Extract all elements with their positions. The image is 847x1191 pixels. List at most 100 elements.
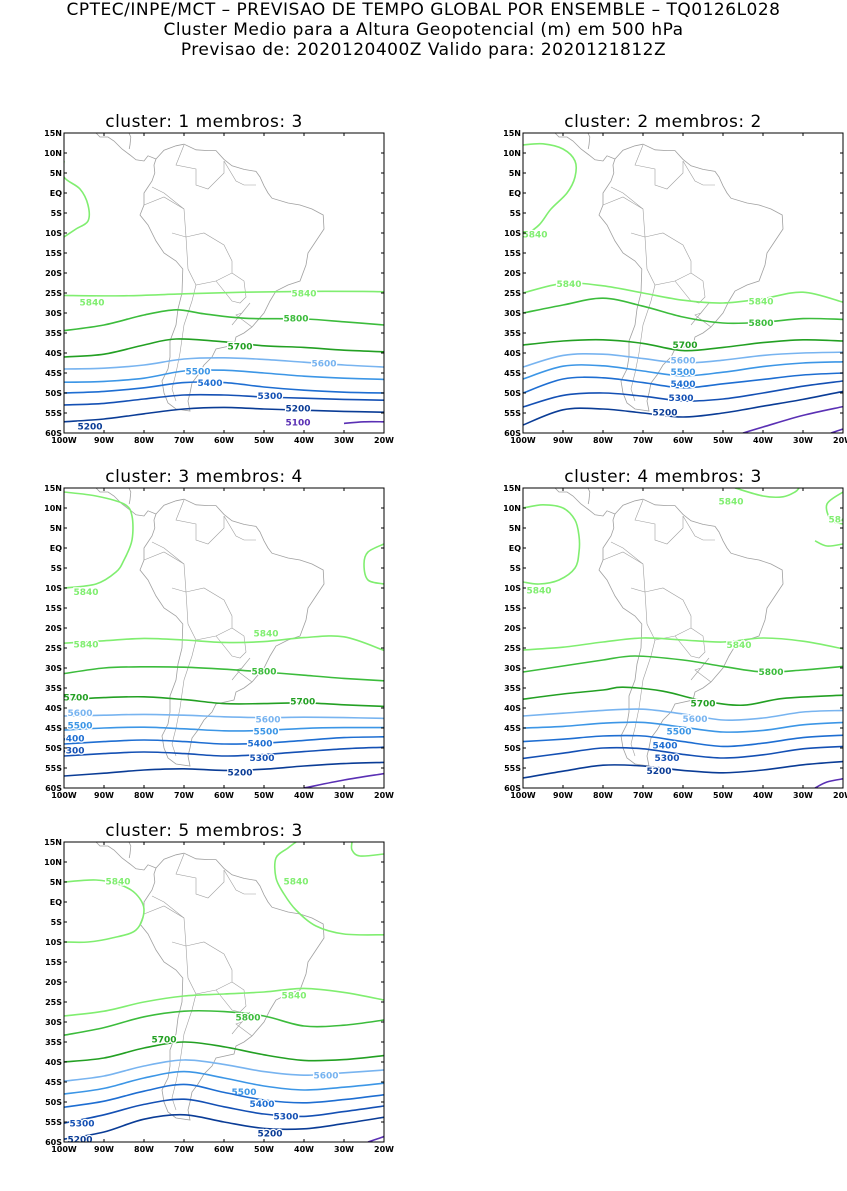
lat-tick-label: 5S (51, 209, 63, 218)
lat-tick-label: 15S (45, 604, 62, 613)
lon-tick-label: 60W (214, 791, 234, 800)
panel-title: cluster: 2 membros: 2 (564, 112, 762, 132)
lon-tick-label: 40W (753, 436, 773, 445)
coastline-central-america (571, 133, 591, 150)
contour-5840 (734, 488, 800, 499)
contour-5200 (523, 760, 843, 779)
lat-tick-label: 15N (503, 129, 521, 138)
contour-5800 (523, 297, 843, 325)
lon-tick-label: 70W (174, 791, 194, 800)
lon-tick-label: 30W (334, 1145, 354, 1154)
country-border (215, 981, 247, 1013)
header-dates: Previsao de: 2020120400Z Valido para: 20… (180, 40, 667, 60)
contour-label-5500: 5500 (231, 1088, 256, 1098)
contour-label-5500: 5500 (185, 368, 210, 378)
country-border (674, 272, 706, 304)
lat-tick-label: EQ (509, 544, 521, 553)
contour-map-1: 5840584058005700560055005400530052005200… (44, 129, 394, 445)
country-border (674, 627, 706, 659)
contour-label-5500: 5500 (670, 368, 695, 378)
lon-tick-label: 50W (713, 436, 733, 445)
contour-label-5300: 5300 (59, 747, 84, 757)
contour-5100 (814, 778, 843, 788)
lon-tick-label: 30W (334, 436, 354, 445)
contour-5800 (64, 665, 384, 682)
lon-tick-label: 70W (174, 436, 194, 445)
contour-5840 (64, 290, 384, 297)
map-frame (63, 132, 385, 434)
cluster-panel-4: cluster: 4 membros: 3 584058405840584058… (503, 467, 847, 837)
contour-5840 (523, 282, 843, 304)
lat-tick-label: 10S (45, 229, 62, 238)
lat-tick-label: EQ (50, 189, 62, 198)
lat-tick-label: 10S (504, 584, 521, 593)
lat-tick-label: 40S (45, 349, 62, 358)
lon-tick-label: 70W (174, 1145, 194, 1154)
contour-label-5840: 5840 (718, 497, 743, 507)
country-border (175, 853, 225, 899)
contour-label-5840: 5840 (526, 587, 551, 597)
contour-5400 (523, 372, 843, 394)
contour-label-5600: 5600 (255, 716, 280, 726)
contour-label-5700: 5700 (227, 343, 252, 353)
contour-5400 (64, 381, 384, 394)
lat-tick-label: 15S (45, 249, 62, 258)
contour-label-5400: 5400 (652, 741, 677, 751)
contour-5500 (64, 369, 384, 383)
contour-5500 (64, 1070, 384, 1095)
header-subtitle: Cluster Medio para a Altura Geopotencial… (163, 20, 684, 40)
lon-tick-label: 50W (254, 1145, 274, 1154)
contour-label-5800: 5800 (251, 668, 276, 678)
coastline-south-america (598, 498, 784, 767)
contour-label-5300: 5300 (249, 754, 274, 764)
contour-5600 (523, 708, 843, 721)
lat-tick-label: 35S (45, 684, 62, 693)
contour-label-5600: 5600 (311, 360, 336, 370)
country-border (175, 144, 225, 190)
lon-tick-label: 100W (510, 791, 536, 800)
lat-tick-label: 25S (45, 644, 62, 653)
coastline-central-america (571, 488, 591, 505)
country-border (682, 160, 715, 186)
lon-tick-label: 20W (833, 791, 847, 800)
contour-5400 (523, 734, 843, 748)
map-frame (63, 487, 385, 789)
lat-tick-label: 20S (45, 624, 62, 633)
lat-tick-label: 15S (504, 249, 521, 258)
contour-5700 (64, 1041, 384, 1063)
lat-tick-label: 5N (50, 169, 62, 178)
lon-tick-label: 50W (254, 436, 274, 445)
contour-label-5840: 5840 (726, 641, 751, 651)
lat-tick-label: 40S (504, 704, 521, 713)
contour-5840 (523, 637, 843, 651)
lon-tick-label: 30W (793, 436, 813, 445)
country-border (690, 302, 712, 328)
lon-tick-label: 30W (334, 791, 354, 800)
lat-tick-label: 45S (504, 724, 521, 733)
lon-tick-label: 100W (510, 436, 536, 445)
contour-5300 (64, 1098, 384, 1124)
country-border (231, 302, 253, 328)
country-border (610, 541, 646, 593)
contour-label-5200: 5200 (652, 408, 677, 418)
contour-5840 (64, 161, 91, 238)
lat-tick-label: 55S (45, 409, 62, 418)
country-border (185, 232, 233, 286)
cluster-panel-1: cluster: 1 membros: 3 5840 5840 5800 5700 56… (44, 112, 394, 482)
contour-label-5600: 5600 (682, 715, 707, 725)
lat-tick-label: 15S (504, 604, 521, 613)
contour-5700 (64, 695, 384, 708)
lon-tick-label: 50W (254, 791, 274, 800)
contour-label-5400: 5400 (247, 740, 272, 750)
lon-tick-label: 20W (374, 1145, 394, 1154)
country-border (634, 144, 684, 190)
lat-tick-label: 50S (504, 389, 521, 398)
contour-5400 (64, 736, 384, 745)
contour-label-5500: 5500 (67, 722, 92, 732)
contour-5700 (523, 686, 843, 707)
country-border (171, 284, 197, 402)
contour-label-5200: 5200 (257, 1129, 282, 1139)
coastline-south-america (139, 498, 325, 767)
country-border (151, 895, 187, 947)
lat-tick-label: 5N (509, 169, 521, 178)
